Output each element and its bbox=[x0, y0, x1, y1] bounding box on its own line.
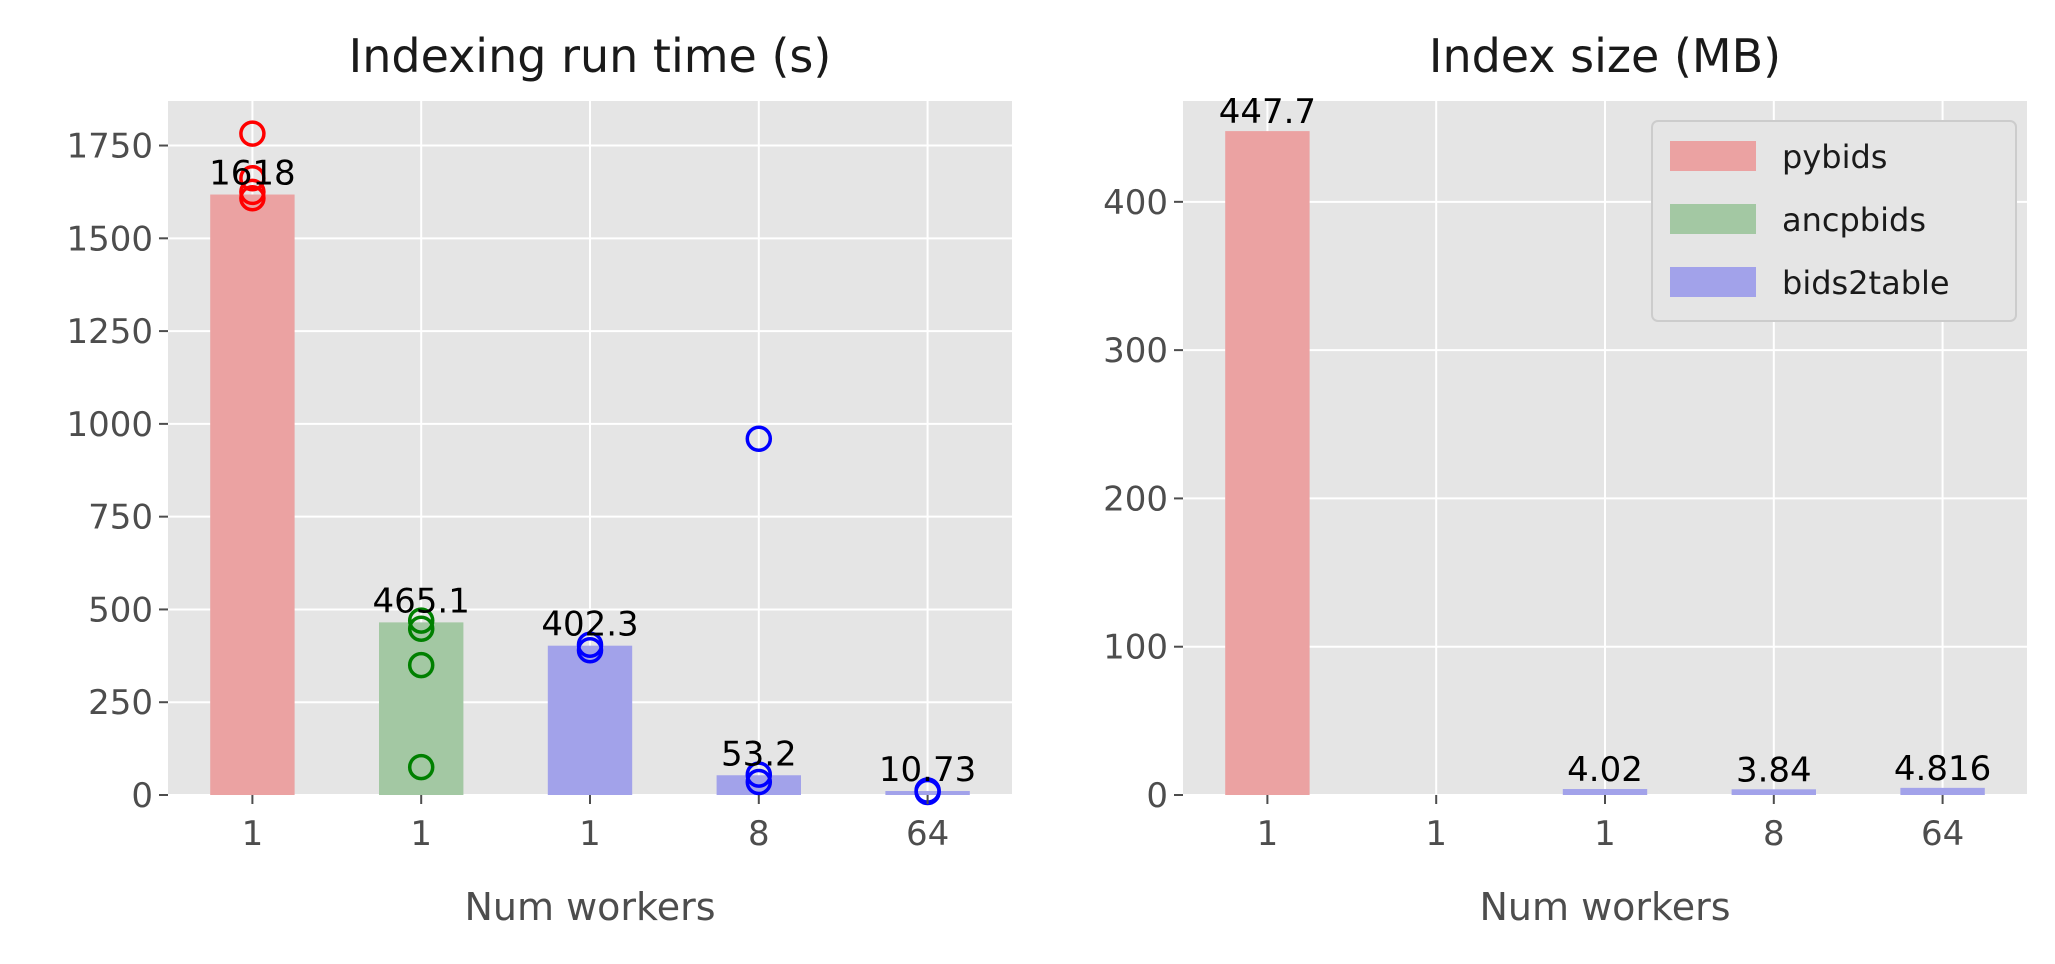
data-point-ancpbids bbox=[407, 615, 435, 642]
data-point-ancpbids bbox=[407, 607, 435, 634]
bar-bids2table-5 bbox=[1900, 787, 1985, 795]
y-tick-label: 500 bbox=[88, 590, 153, 630]
bar-bids2table-3 bbox=[1562, 789, 1648, 795]
bar-bids2table-3 bbox=[547, 645, 633, 795]
y-tick-label: 1750 bbox=[66, 127, 153, 167]
legend: pybids ancpbids bids2table bbox=[1651, 120, 2017, 322]
data-point-bids2table bbox=[745, 761, 773, 788]
x-tick-label: 64 bbox=[1921, 814, 1964, 854]
x-axis-label: Num workers bbox=[464, 885, 715, 929]
bar-value-label: 465.1 bbox=[373, 581, 470, 621]
bar-value-label: 4.816 bbox=[1894, 749, 1991, 789]
y-tick-label: 100 bbox=[1103, 628, 1168, 668]
data-point-pybids bbox=[239, 184, 266, 212]
data-point-bids2table bbox=[745, 768, 773, 796]
y-tick-label: 0 bbox=[1146, 776, 1168, 816]
chart-panel-2: 447.7 4.02 3.84 4.816 0 100 200 300 400 1 1 1 8 64 Num… bbox=[1103, 29, 2027, 929]
y-tick-label: 300 bbox=[1103, 331, 1168, 371]
data-point-pybids bbox=[239, 164, 266, 192]
chart-title: Index size (MB) bbox=[1429, 29, 1781, 83]
legend-label-ancpbids: ancpbids bbox=[1782, 201, 1926, 239]
legend-label-bids2table: bids2table bbox=[1782, 264, 1950, 302]
x-tick-label: 1 bbox=[1257, 814, 1279, 854]
y-tick-label: 200 bbox=[1103, 479, 1168, 519]
x-tick-label: 1 bbox=[1594, 814, 1616, 854]
chart-panel-1: 1618 465.1 402.3 53.2 10.73 0 250 500 750 1000 125… bbox=[66, 29, 1012, 929]
data-point-bids2table bbox=[576, 637, 604, 664]
bar-bids2table-5 bbox=[885, 791, 970, 795]
x-tick-label: 1 bbox=[1425, 814, 1447, 854]
data-point-ancpbids bbox=[407, 651, 435, 679]
bar-value-label: 447.7 bbox=[1219, 92, 1316, 132]
x-tick-label: 64 bbox=[906, 814, 949, 854]
y-tick-label: 1500 bbox=[66, 219, 153, 259]
bar-value-label: 4.02 bbox=[1567, 750, 1643, 790]
x-axis-label: Num workers bbox=[1479, 885, 1730, 929]
x-tick-label: 1 bbox=[579, 814, 601, 854]
y-tick-label: 1250 bbox=[66, 312, 153, 352]
x-tick-label: 1 bbox=[410, 814, 432, 854]
y-tick-label: 1000 bbox=[66, 405, 153, 445]
chart-title: Indexing run time (s) bbox=[349, 29, 832, 83]
legend-swatch-bids2table bbox=[1670, 267, 1756, 297]
data-point-ancpbids bbox=[407, 753, 435, 781]
bar-ancpbids-2 bbox=[379, 622, 464, 795]
bar-value-label: 53.2 bbox=[721, 734, 797, 774]
legend-swatch-ancpbids bbox=[1670, 204, 1756, 234]
bar-pybids-1 bbox=[210, 194, 295, 795]
bar-bids2table-4 bbox=[1731, 789, 1816, 795]
x-tick-label: 8 bbox=[1763, 814, 1785, 854]
data-point-pybids bbox=[239, 120, 266, 147]
bar-pybids-1 bbox=[1225, 131, 1310, 795]
y-tick-label: 250 bbox=[88, 683, 153, 723]
x-tick-label: 1 bbox=[242, 814, 264, 854]
x-tick-label: 8 bbox=[748, 814, 770, 854]
y-tick-label: 0 bbox=[131, 776, 153, 816]
bar-value-label: 402.3 bbox=[541, 605, 638, 645]
legend-swatch-pybids bbox=[1670, 141, 1756, 171]
legend-label-pybids: pybids bbox=[1782, 138, 1887, 176]
data-point-bids2table bbox=[745, 425, 773, 452]
bar-value-label: 10.73 bbox=[879, 750, 976, 790]
y-tick-label: 400 bbox=[1103, 183, 1168, 223]
bar-value-label: 1618 bbox=[209, 154, 296, 194]
bar-value-label: 3.84 bbox=[1736, 750, 1812, 790]
y-tick-label: 750 bbox=[88, 498, 153, 538]
